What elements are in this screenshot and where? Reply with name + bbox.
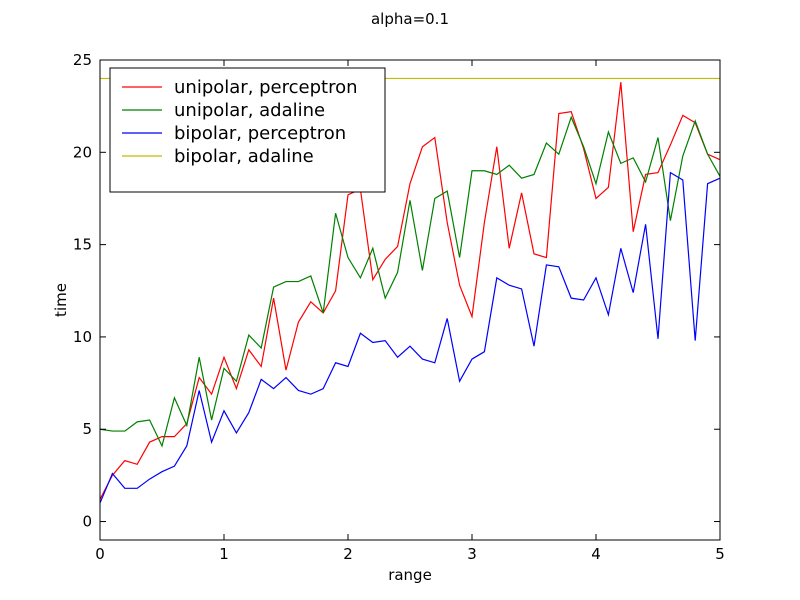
legend-label-4: bipolar, adaline [174, 146, 314, 167]
ticks-layer: 0 1 2 3 4 5 0 5 10 15 20 25 [73, 51, 725, 563]
legend-label-1: unipolar, perceptron [174, 77, 358, 98]
legend-label-2: unipolar, adaline [174, 100, 325, 121]
x-tick-label: 1 [219, 545, 229, 563]
x-tick-label: 4 [591, 545, 601, 563]
legend-box [109, 67, 386, 193]
y-tick-label: 0 [82, 513, 92, 531]
x-tick-label: 2 [343, 545, 353, 563]
legend-label-3: bipolar, perceptron [174, 123, 346, 144]
y-tick-label: 5 [82, 420, 92, 438]
x-tick-label: 5 [715, 545, 725, 563]
y-tick-label: 10 [73, 328, 92, 346]
y-tick-label: 15 [73, 236, 92, 254]
x-tick-label: 3 [467, 545, 477, 563]
y-tick-label: 20 [73, 143, 92, 161]
plot-frame [99, 59, 721, 541]
series-line-2 [99, 115, 721, 448]
series-line-1 [99, 82, 721, 500]
series-line-3 [99, 171, 721, 504]
chart-title: alpha=0.1 [371, 10, 449, 28]
x-axis-label: range [388, 566, 432, 584]
y-tick-label: 25 [73, 51, 92, 69]
x-tick-label: 0 [95, 545, 105, 563]
y-axis-label: time [52, 283, 70, 317]
